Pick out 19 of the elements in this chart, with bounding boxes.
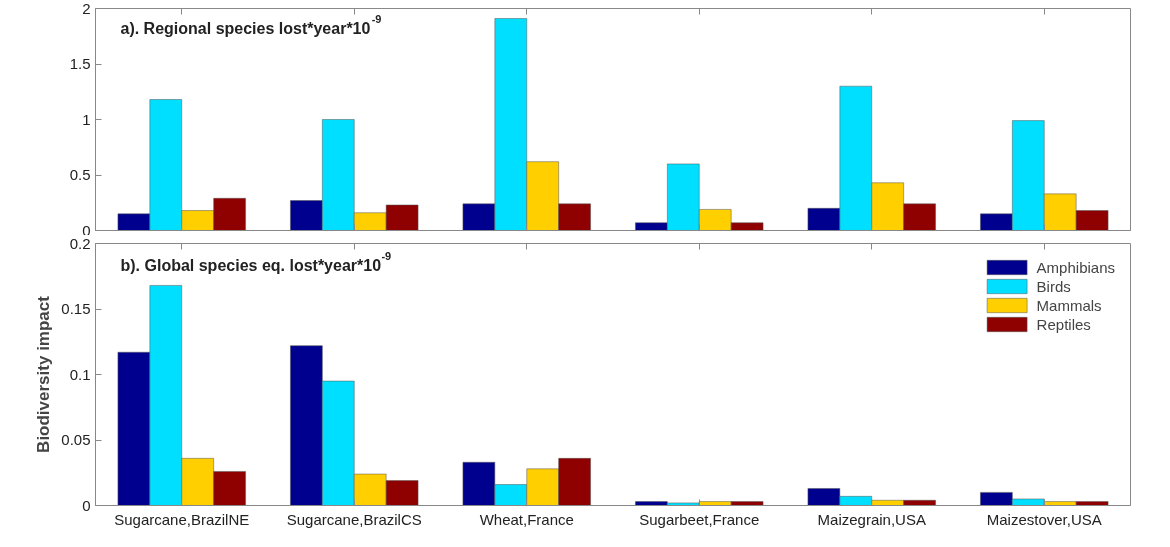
legend-label: Birds	[1036, 277, 1071, 295]
y-tick-label: 2	[82, 0, 91, 17]
y-tick-label: 0.15	[61, 300, 91, 317]
legend-label: Amphibians	[1036, 258, 1115, 276]
x-tick-label: Maizegrain,USA	[817, 510, 926, 528]
y-tick-label: 0.1	[69, 365, 91, 383]
x-tick-label: Sugarcane,BrazilCS	[286, 510, 422, 528]
y-tick-label: 1.5	[69, 55, 91, 72]
y-tick-label: 0	[82, 496, 91, 514]
x-tick-label: Maizestover,USA	[986, 510, 1102, 528]
y-tick-label: 0.5	[69, 166, 91, 183]
legend-label: Mammals	[1036, 296, 1102, 314]
legend-label: Reptiles	[1036, 315, 1091, 333]
y-axis-title: Biodiversity impact	[34, 295, 54, 453]
x-tick-label: Wheat,France	[479, 510, 574, 528]
x-tick-label: Sugarcane,BrazilNE	[114, 510, 250, 528]
x-tick-label: Sugarbeet,France	[639, 510, 760, 528]
y-tick-label: 1	[82, 110, 91, 128]
y-tick-label: 0.05	[61, 431, 91, 448]
